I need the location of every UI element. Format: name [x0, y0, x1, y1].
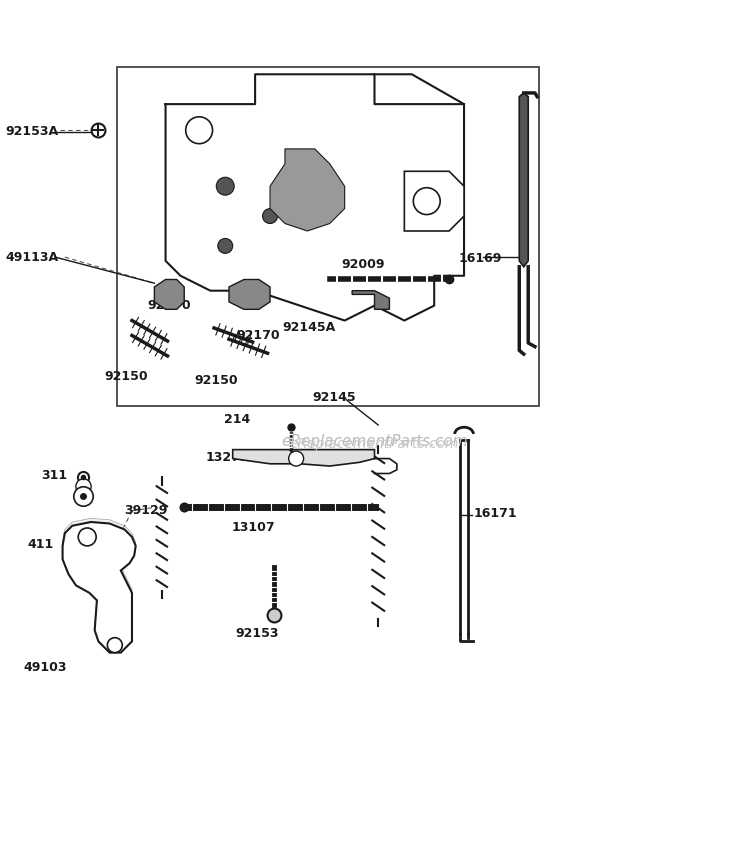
Circle shape	[413, 188, 440, 214]
Polygon shape	[154, 280, 184, 309]
Text: 92150: 92150	[194, 374, 237, 387]
Polygon shape	[352, 291, 389, 309]
Text: 92170: 92170	[237, 329, 280, 342]
Text: 13271: 13271	[206, 450, 249, 463]
Text: 92153A: 92153A	[5, 125, 58, 139]
Text: 49103: 49103	[24, 661, 67, 674]
Polygon shape	[404, 172, 464, 231]
Circle shape	[263, 208, 277, 224]
Text: 16169: 16169	[459, 252, 502, 265]
Text: 411: 411	[28, 538, 54, 551]
Text: 92145: 92145	[312, 391, 357, 404]
Polygon shape	[229, 280, 270, 309]
Circle shape	[323, 195, 336, 208]
Text: 92170: 92170	[147, 299, 190, 312]
Circle shape	[186, 116, 213, 144]
Circle shape	[78, 528, 96, 546]
Text: 92145A: 92145A	[282, 321, 336, 335]
Text: 92009: 92009	[341, 258, 384, 271]
Circle shape	[288, 451, 303, 466]
Text: 39129: 39129	[124, 504, 168, 518]
Polygon shape	[166, 74, 464, 320]
Text: eReplacementParts.com: eReplacementParts.com	[281, 434, 468, 449]
Text: 13107: 13107	[231, 522, 275, 535]
Circle shape	[300, 157, 314, 171]
Text: 214: 214	[224, 413, 250, 427]
Text: 311: 311	[41, 469, 67, 482]
Polygon shape	[63, 518, 136, 649]
Bar	[117, 67, 539, 406]
Polygon shape	[519, 93, 528, 267]
Text: 16171: 16171	[474, 507, 518, 519]
Text: 92150: 92150	[104, 370, 148, 383]
Polygon shape	[63, 522, 136, 653]
Circle shape	[216, 178, 234, 196]
Polygon shape	[270, 149, 345, 231]
Text: eReplacementParts.com: eReplacementParts.com	[290, 437, 459, 451]
Text: 92153: 92153	[235, 627, 279, 640]
Polygon shape	[233, 450, 374, 466]
Circle shape	[107, 638, 122, 653]
Text: 49113A: 49113A	[5, 251, 58, 264]
Circle shape	[218, 239, 233, 253]
